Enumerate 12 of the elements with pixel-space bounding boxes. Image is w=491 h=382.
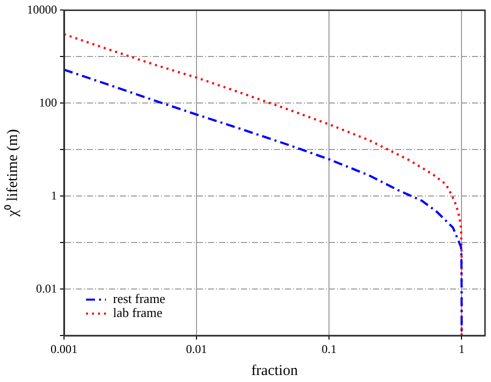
legend-label: rest frame — [113, 291, 166, 306]
y-tick-label: 10000 — [27, 2, 57, 16]
y-tick-label: 1 — [51, 188, 57, 202]
x-axis-title: fraction — [251, 362, 298, 379]
x-tick-label: 1 — [458, 342, 465, 356]
y-tick-label: 100 — [39, 95, 57, 110]
y-tick-label: 0.01 — [36, 281, 57, 296]
legend-label: lab frame — [113, 305, 163, 320]
x-tick-label: 0.1 — [322, 342, 337, 356]
x-tick-label: 0.01 — [186, 342, 208, 356]
x-tick-label: 0.001 — [50, 342, 78, 356]
y-axis-title: χ⁰ lifetime (m) — [4, 129, 21, 218]
